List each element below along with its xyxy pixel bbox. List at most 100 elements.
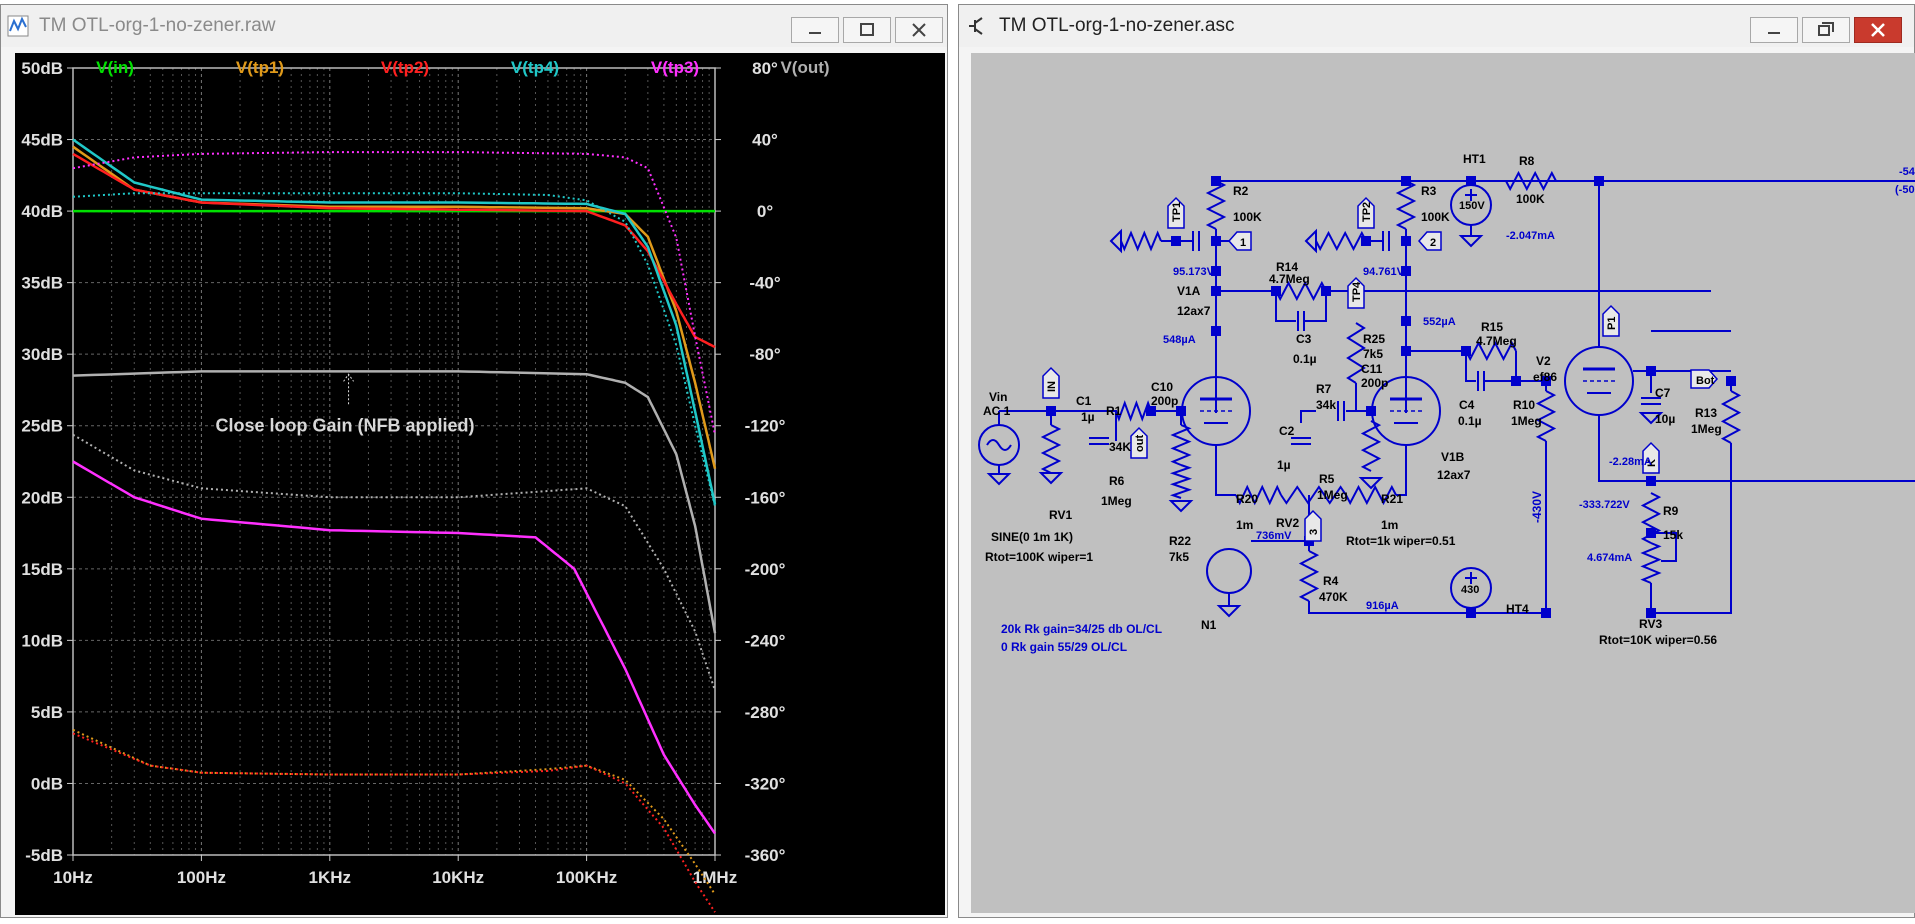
series-group <box>72 138 717 913</box>
label-bot: Bot <box>1696 375 1715 387</box>
resistor <box>1395 180 1417 230</box>
minimize-button[interactable] <box>791 17 839 43</box>
label-r8_v: 100K <box>1516 192 1545 206</box>
bode-plot-area[interactable]: 50dB 80° 45dB 40° 40dB 0° 35dB -40° 30dB -80° 25dB… <box>15 53 945 915</box>
resistor <box>1235 484 1282 506</box>
y-right-tick-label: -320° <box>745 774 786 793</box>
label-r9_v: 15k <box>1663 528 1683 542</box>
y-left-tick-label: 0dB <box>31 774 63 793</box>
y-left-tick-label: 35dB <box>21 274 63 293</box>
label-cur_2047: -2.047mA <box>1506 230 1555 242</box>
minimize-icon <box>809 32 821 34</box>
junction <box>1646 476 1656 486</box>
schematic-titlebar[interactable]: TM OTL-org-1-no-zener.asc <box>959 5 1914 47</box>
schematic-drawing[interactable]: TP11TP22INoutTP4BotP1K3HT1150VR8100KR210… <box>971 53 1915 913</box>
port-icon <box>1109 228 1122 254</box>
label-out_flag: out <box>1134 435 1146 452</box>
grid <box>72 67 716 856</box>
junction <box>1466 176 1476 186</box>
junction <box>1401 266 1411 276</box>
legend: V(in) V(tp1) V(tp2) V(tp4) V(tp3) V(out) <box>96 58 829 77</box>
net-flag <box>1130 426 1148 459</box>
resistor <box>1280 485 1347 505</box>
n1-jack-icon <box>1206 548 1252 594</box>
axis-ticks: 50dB 80° 45dB 40° 40dB 0° 35dB -40° 30dB -80° 25dB… <box>21 59 785 887</box>
phase-line-tp4 <box>72 192 716 507</box>
bode-chart[interactable]: 50dB 80° 45dB 40° 40dB 0° 35dB -40° 30dB -80° 25dB… <box>15 53 945 915</box>
legend-entry-tp3: V(tp3) <box>651 58 699 77</box>
label-note2: 0 Rk gain 55/29 OL/CL <box>1001 640 1127 654</box>
wire <box>1304 291 1327 322</box>
label-c4: C4 <box>1459 398 1475 412</box>
label-r13_v: 1Meg <box>1691 422 1722 436</box>
x-tick-label: 10KHz <box>432 868 484 887</box>
label-r25: R25 <box>1363 332 1385 346</box>
close-button[interactable] <box>895 17 943 43</box>
label-v1b: V1B <box>1441 450 1465 464</box>
y-left-tick-label: 30dB <box>21 345 63 364</box>
schematic-minimize-button[interactable] <box>1750 17 1798 43</box>
label-tp1: TP1 <box>1171 202 1183 222</box>
annotation-arrow <box>343 373 354 405</box>
wire <box>1465 351 1476 382</box>
x-tick-label: 1MHz <box>693 868 737 887</box>
label-in_flag: IN <box>1046 381 1058 392</box>
label-n1_label: N1 <box>1201 618 1217 632</box>
label-v1a: V1A <box>1177 284 1201 298</box>
net-flag <box>1417 231 1442 251</box>
resistor <box>1205 180 1227 230</box>
legend-entry-tp4: V(tp4) <box>511 58 559 77</box>
y-right-tick-label: 40° <box>752 131 778 150</box>
label-r10_v: 1Meg <box>1511 414 1542 428</box>
label-r4_v: 470K <box>1319 590 1348 604</box>
label-volt_430: -430V <box>1530 491 1544 523</box>
label-c2: C2 <box>1279 424 1295 438</box>
label-r7: R7 <box>1316 382 1332 396</box>
label-n3: 3 <box>1308 529 1320 535</box>
label-n2: 2 <box>1430 237 1436 249</box>
label-c2_v: 1µ <box>1277 458 1291 472</box>
wire <box>1091 410 1117 441</box>
label-cur_548: 548µA <box>1163 334 1196 346</box>
resistor <box>1315 230 1367 252</box>
y-left-tick-label: 25dB <box>21 417 63 436</box>
net-flag <box>1642 441 1660 474</box>
label-v1a_t: 12ax7 <box>1177 304 1211 318</box>
resistor <box>1115 400 1152 422</box>
label-tp4: TP4 <box>1351 281 1363 302</box>
resistor <box>1169 464 1193 499</box>
schematic-canvas[interactable]: TP1 1 TP2 2 IN out TP4 Bot P1 K 3 HT1 150V R8 100K R2 10… <box>971 53 1915 913</box>
junction <box>1211 326 1221 336</box>
y-right-tick-label: 0° <box>757 202 773 221</box>
label-tp2: TP2 <box>1361 202 1373 222</box>
y-left-tick-label: 40dB <box>21 202 63 221</box>
y-left-tick-label: 45dB <box>21 131 63 150</box>
label-r21_v: 1m <box>1381 518 1398 532</box>
net-flag <box>1357 196 1375 229</box>
legend-entry-vin: V(in) <box>96 58 134 77</box>
label-r3_v: 100K <box>1421 210 1450 224</box>
maximize-button[interactable] <box>843 17 891 43</box>
wire <box>1300 410 1316 423</box>
label-v1b_t: 12ax7 <box>1437 468 1471 482</box>
junction <box>1146 406 1156 416</box>
label-r3: R3 <box>1421 184 1437 198</box>
resistor <box>1720 390 1742 444</box>
x-tick-label: 10Hz <box>53 868 93 887</box>
label-c10_v: 200p <box>1151 394 1178 408</box>
label-r1_v: 34K <box>1109 440 1131 454</box>
y-right-tick-label: -280° <box>745 703 786 722</box>
phase-line-vout <box>72 433 716 691</box>
label-c11: C11 <box>1361 362 1383 376</box>
label-vin: Vin <box>989 390 1007 404</box>
label-rtot3: Rtot=10K wiper=0.56 <box>1599 633 1717 647</box>
junction <box>1211 266 1221 276</box>
schematic-maximize-button[interactable] <box>1802 17 1850 43</box>
magnitude-line-tp4 <box>72 138 717 505</box>
ground-icon <box>1038 472 1064 485</box>
y-right-tick-label: -120° <box>745 417 786 436</box>
legend-entry-tp2: V(tp2) <box>381 58 429 77</box>
schematic-close-button[interactable] <box>1854 17 1902 43</box>
waveform-titlebar[interactable]: TM OTL-org-1-no-zener.raw <box>1 5 947 47</box>
resistor <box>1465 340 1517 362</box>
